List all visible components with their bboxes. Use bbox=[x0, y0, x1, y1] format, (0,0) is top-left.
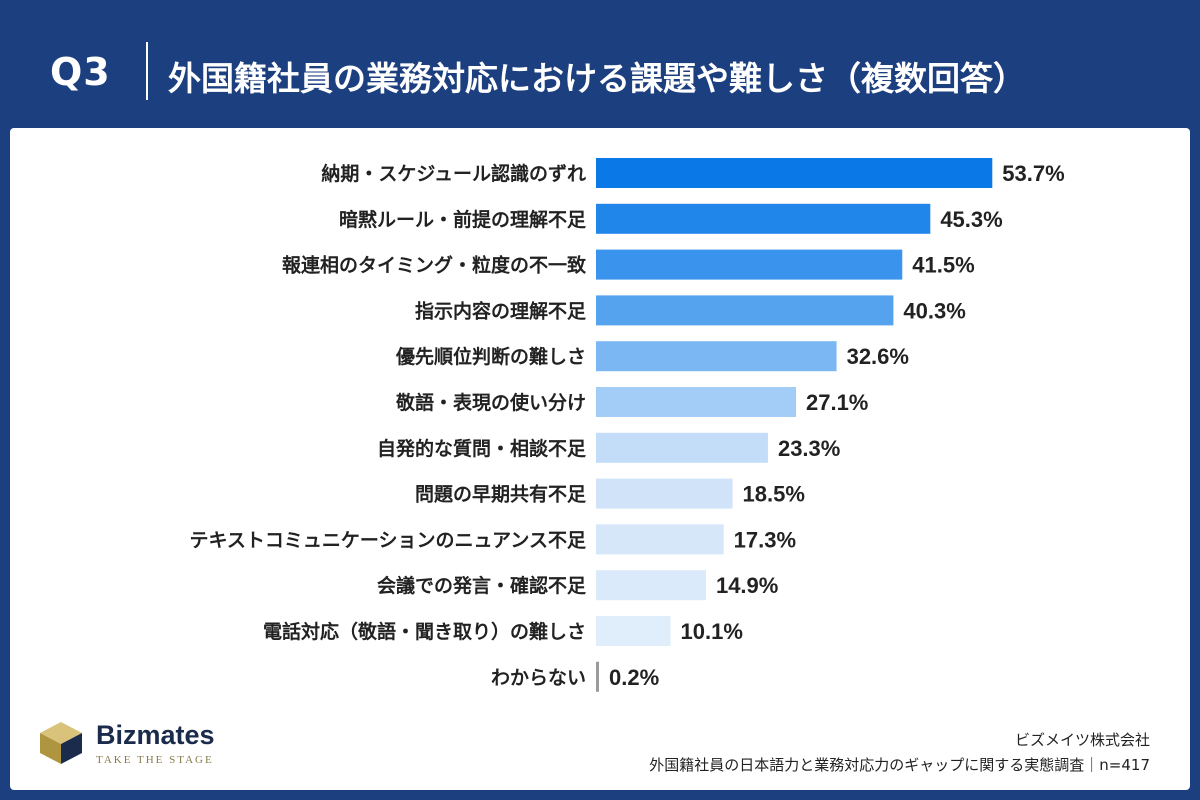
value-label: 23.3% bbox=[778, 436, 840, 461]
bar bbox=[596, 341, 837, 372]
brand-name: Bizmates bbox=[96, 720, 215, 750]
source-credit: ビズメイツ株式会社 外国籍社員の日本語力と業務対応力のギャップに関する実態調査｜… bbox=[649, 728, 1150, 778]
value-label: 45.3% bbox=[940, 207, 1002, 232]
question-number: Q3 bbox=[50, 50, 111, 94]
value-label: 40.3% bbox=[903, 298, 965, 323]
value-label: 27.1% bbox=[806, 390, 868, 415]
category-label: わからない bbox=[491, 667, 586, 689]
company-name: ビズメイツ株式会社 bbox=[1014, 731, 1150, 749]
bar bbox=[596, 478, 733, 509]
bar bbox=[596, 387, 796, 417]
category-label: テキストコミュニケーションのニュアンス不足 bbox=[189, 529, 587, 551]
category-label: 暗黙ルール・前提の理解不足 bbox=[339, 208, 587, 231]
bar-chart: 納期・スケジュール認識のずれ 53.7% 暗黙ルール・前提の理解不足 45.3% 報連相… bbox=[189, 158, 1065, 692]
bizmates-logo-icon bbox=[40, 722, 82, 764]
category-label: 会議での発言・確認不足 bbox=[377, 574, 587, 597]
category-label: 問題の早期共有不足 bbox=[415, 483, 587, 506]
bar bbox=[596, 203, 931, 234]
value-label: 14.9% bbox=[716, 573, 778, 598]
category-label: 優先順位判断の難しさ bbox=[395, 345, 586, 368]
bar bbox=[596, 524, 724, 555]
category-label: 電話対応（敬語・聞き取り）の難しさ bbox=[263, 620, 586, 643]
bar bbox=[596, 158, 993, 188]
bar bbox=[596, 432, 768, 463]
bar bbox=[596, 661, 599, 692]
survey-name: 外国籍社員の日本語力と業務対応力のギャップに関する実態調査｜n=417 bbox=[649, 756, 1150, 774]
header: Q3 外国籍社員の業務対応における課題や難しさ（複数回答） bbox=[0, 0, 1200, 128]
chart-title: 外国籍社員の業務対応における課題や難しさ（複数回答） bbox=[168, 59, 1026, 98]
bizmates-logo: Bizmates TAKE THE STAGE bbox=[38, 718, 228, 778]
category-label: 指示内容の理解不足 bbox=[415, 299, 587, 322]
value-label: 18.5% bbox=[743, 482, 805, 507]
brand-tagline: TAKE THE STAGE bbox=[96, 754, 214, 766]
value-label: 32.6% bbox=[847, 344, 909, 369]
category-label: 納期・スケジュール認識のずれ bbox=[321, 162, 586, 185]
category-label: 自発的な質問・相談不足 bbox=[377, 437, 587, 460]
chart-panel: 納期・スケジュール認識のずれ 53.7% 暗黙ルール・前提の理解不足 45.3% 報連相… bbox=[10, 128, 1190, 790]
value-label: 53.7% bbox=[1002, 161, 1064, 186]
value-label: 17.3% bbox=[734, 527, 796, 552]
bar bbox=[596, 616, 671, 646]
bar bbox=[596, 570, 706, 601]
bar bbox=[596, 295, 894, 326]
value-label: 0.2% bbox=[609, 665, 659, 690]
category-label: 敬語・表現の使い分け bbox=[395, 391, 586, 414]
header-divider bbox=[146, 42, 148, 100]
value-label: 10.1% bbox=[681, 619, 743, 644]
category-label: 報連相のタイミング・粒度の不一致 bbox=[282, 254, 587, 277]
value-label: 41.5% bbox=[912, 253, 974, 278]
bar bbox=[596, 249, 903, 280]
